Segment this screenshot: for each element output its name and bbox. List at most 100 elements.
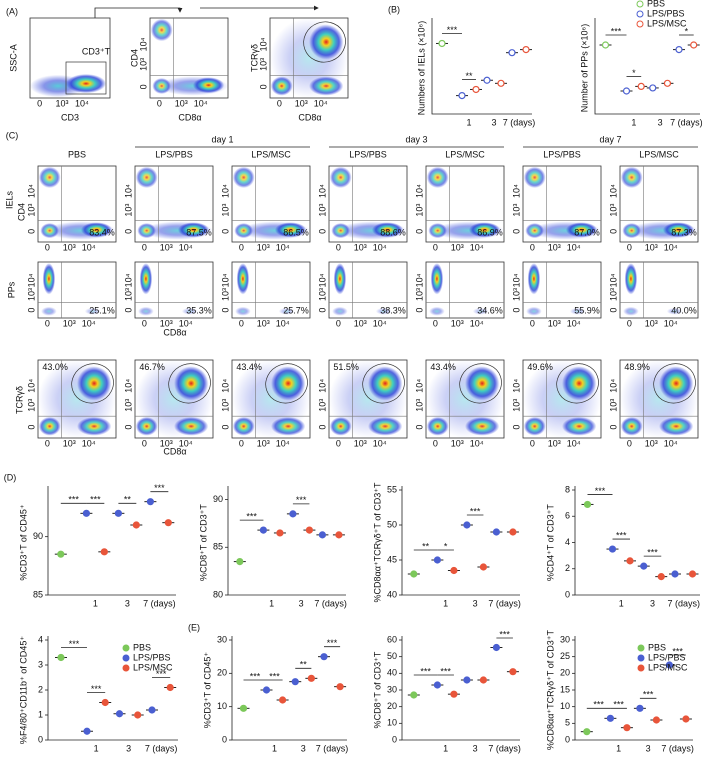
label: 10³ <box>414 288 424 301</box>
significance: *** <box>420 666 431 676</box>
label: 10⁴ <box>82 438 96 448</box>
axis <box>431 18 532 115</box>
label: 0 <box>511 425 521 430</box>
label: day 7 <box>599 134 621 144</box>
density-blob <box>666 307 683 315</box>
label: 51.5% <box>333 362 359 372</box>
label: 0 <box>627 438 632 448</box>
label: 86.9% <box>477 227 503 237</box>
dot <box>336 683 344 691</box>
density-blob <box>527 263 541 295</box>
significance: *** <box>246 511 257 521</box>
x-tick-label: 3 <box>650 598 655 608</box>
dot <box>608 545 617 553</box>
significance: ** <box>300 660 308 670</box>
label: (E) <box>188 622 200 632</box>
significance: *** <box>672 646 683 656</box>
density-blob <box>426 166 449 189</box>
legend-label: PBS <box>648 642 666 652</box>
significance: *** <box>91 684 102 694</box>
significance: *** <box>470 506 481 516</box>
y-tick-label: 0 <box>565 734 570 744</box>
density-blob <box>523 166 546 189</box>
label: 40.0% <box>671 306 697 316</box>
y-tick-label: 10 <box>560 701 570 711</box>
x-tick-label: 7 (days) <box>661 743 694 753</box>
y-tick-label: 4 <box>565 537 570 547</box>
dot <box>671 570 679 578</box>
density-blob <box>465 416 500 436</box>
significance: ** <box>422 541 430 551</box>
density-blob <box>271 416 306 436</box>
density-blob <box>236 263 250 295</box>
label: 10⁴ <box>414 273 424 287</box>
density-blob <box>565 222 598 238</box>
x-tick-label: 3 <box>301 743 306 753</box>
y-tick-label: 55 <box>387 484 397 494</box>
label: 10³ <box>511 288 521 301</box>
y-tick-label: 20 <box>560 668 570 678</box>
label: 43.4% <box>236 362 262 372</box>
x-tick-label: 3 <box>299 598 304 608</box>
label: LPS/MSC <box>639 149 679 159</box>
dot <box>100 548 108 556</box>
y-tick-label: 30 <box>387 684 397 694</box>
label: 10³ <box>414 204 424 217</box>
label: 10³ <box>55 98 68 108</box>
density-blob <box>135 416 158 436</box>
dot <box>291 678 299 686</box>
density-blob <box>329 416 352 436</box>
label: 10³ <box>257 242 270 252</box>
label: 0 <box>530 438 535 448</box>
dot <box>463 521 471 529</box>
label: 10⁴ <box>258 37 268 51</box>
density-blob <box>331 223 351 239</box>
dot <box>57 550 65 558</box>
y-tick-label: 20 <box>217 668 227 678</box>
label: 0 <box>123 229 133 234</box>
x-tick-label: 3 <box>125 598 130 608</box>
label: 10³ <box>451 318 464 328</box>
label: 0 <box>26 425 36 430</box>
significance: * <box>632 68 636 78</box>
dot <box>479 676 488 684</box>
legend-marker <box>636 20 644 28</box>
label: PBS <box>68 149 86 159</box>
dot <box>622 87 631 95</box>
label: 10⁴ <box>664 318 678 328</box>
x-tick-label: 1 <box>443 743 448 753</box>
label: 0 <box>530 318 535 328</box>
label: 10³ <box>645 318 658 328</box>
density-blob <box>80 222 113 238</box>
legend-label: LPS/PBS <box>133 652 171 662</box>
label: 10⁴ <box>373 438 387 448</box>
label: 0 <box>45 242 50 252</box>
label: 35.3% <box>186 306 212 316</box>
legend-label: LPS/PBS <box>647 8 685 18</box>
label: LPS/PBS <box>543 149 581 159</box>
label: 10³ <box>257 318 270 328</box>
label: 0 <box>37 98 42 108</box>
legend-marker <box>637 654 645 662</box>
y-tick-label: 0 <box>222 734 227 744</box>
dot <box>146 498 154 506</box>
label: 10³ <box>123 204 133 217</box>
y-tick-label: 10 <box>387 718 397 728</box>
label: 0 <box>530 242 535 252</box>
significance: *** <box>296 495 307 505</box>
dot <box>164 519 172 527</box>
y-tick-label: 6 <box>565 511 570 521</box>
density-blob <box>232 166 255 189</box>
label: CD8α <box>163 327 186 337</box>
density-blob <box>232 416 255 436</box>
label: 87.0% <box>574 227 600 237</box>
dot <box>101 698 109 707</box>
density-blob <box>84 307 101 315</box>
x-tick-label: 7 (days) <box>316 743 349 753</box>
significance: *** <box>499 629 510 639</box>
density-blob <box>38 166 61 189</box>
density-blob <box>620 416 643 436</box>
label: 10³ <box>608 204 618 217</box>
label: CD8α <box>178 112 201 122</box>
